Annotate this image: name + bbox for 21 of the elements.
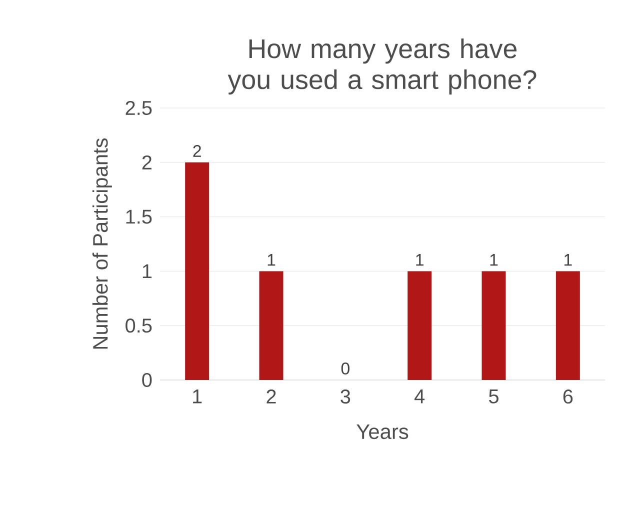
x-tick-label: 6 [563,390,573,404]
data-label: 0 [341,362,350,374]
y-tick-label: 1 [142,264,152,278]
y-tick-label: 2.5 [126,100,152,116]
data-label: 1 [416,254,424,266]
data-label: 1 [564,254,572,266]
y-tick-label: 0 [142,372,152,388]
data-label: 1 [268,254,276,266]
y-axis-title: Number of Participants [92,138,112,349]
x-axis-title: Years [356,424,408,440]
data-label: 2 [193,145,201,157]
x-tick-label: 5 [489,390,498,404]
y-tick-label: 2 [142,155,152,170]
x-tick-label: 2 [266,390,276,404]
chart-title: How many years have you used a smart phone? [228,38,536,94]
x-tick-label: 3 [340,390,350,404]
x-tick-label: 1 [193,390,202,404]
data-label: 1 [490,254,498,266]
y-tick-label: 0.5 [126,318,152,333]
y-tick-label: 1.5 [126,210,152,224]
x-tick-label: 4 [414,390,425,404]
